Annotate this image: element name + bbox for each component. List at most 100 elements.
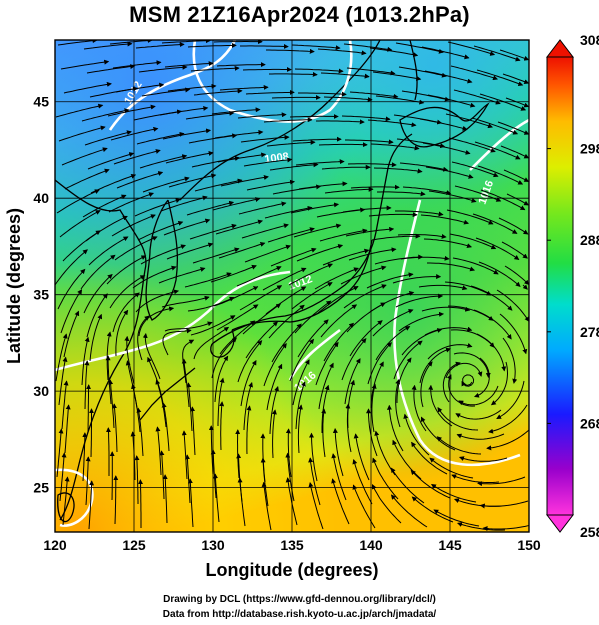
streamline: [476, 69, 524, 87]
streamline: [442, 361, 461, 403]
streamline: [244, 244, 291, 263]
streamline: [161, 402, 170, 452]
streamline: [348, 247, 397, 261]
y-tick-label: 40: [33, 190, 49, 206]
streamline: [505, 97, 529, 108]
streamline: [386, 404, 404, 452]
x-tick-label: 140: [359, 537, 383, 553]
streamline: [317, 286, 359, 314]
streamline: [246, 179, 296, 191]
streamline: [395, 210, 444, 217]
streamline: [64, 168, 110, 190]
streamline: [450, 65, 498, 81]
streamline: [332, 427, 344, 477]
streamline: [187, 478, 194, 528]
streamline: [331, 478, 350, 525]
streamline: [140, 244, 186, 265]
streamline: [56, 428, 64, 478]
streamline: [269, 162, 319, 171]
streamline: [324, 186, 374, 194]
streamline: [212, 473, 220, 523]
x-tick-label: 135: [280, 537, 304, 553]
streamline: [263, 343, 287, 387]
streamline: [242, 303, 282, 335]
streamline: [498, 217, 529, 235]
streamline: [134, 198, 181, 217]
streamline: [239, 285, 283, 311]
colorbar-tick-label: 268: [580, 415, 599, 431]
streamline: [403, 413, 430, 456]
streamline: [318, 142, 368, 148]
streamline: [390, 494, 428, 528]
streamline: [271, 409, 277, 459]
streamline: [135, 289, 180, 313]
x-tick-label: 125: [122, 537, 146, 553]
streamline: [86, 384, 92, 434]
streamline: [161, 295, 210, 308]
streamline: [411, 496, 454, 523]
streamline: [266, 48, 315, 54]
streamline: [271, 94, 321, 100]
streamline: [308, 457, 321, 506]
streamline: [298, 181, 348, 190]
y-tick-label: 45: [33, 94, 49, 110]
streamline: [371, 484, 402, 524]
streamline: [142, 176, 190, 193]
streamline: [246, 405, 252, 455]
y-tick-label: 25: [33, 480, 49, 496]
streamline: [237, 112, 287, 119]
streamline: [294, 300, 332, 334]
streamline: [105, 427, 111, 476]
streamline: [424, 326, 473, 336]
streamline: [289, 338, 315, 382]
streamline: [422, 142, 471, 155]
streamline: [59, 452, 67, 502]
y-tick-label: 30: [33, 383, 49, 399]
streamline: [264, 205, 313, 219]
wind-streamlines: [55, 40, 529, 532]
x-tick-label: 120: [43, 537, 67, 553]
streamline: [81, 108, 130, 122]
streamline: [367, 342, 392, 385]
streamline: [420, 416, 456, 451]
streamline: [340, 265, 387, 285]
streamline: [424, 70, 473, 84]
streamline: [453, 352, 491, 379]
streamline: [373, 167, 423, 174]
streamline: [59, 210, 101, 238]
streamline: [192, 247, 240, 264]
streamline: [237, 477, 246, 527]
streamline: [499, 313, 528, 355]
streamline: [116, 171, 164, 189]
streamline: [58, 356, 68, 406]
streamline: [55, 249, 88, 286]
streamline: [141, 87, 191, 97]
streamline: [165, 150, 214, 164]
streamline: [390, 467, 425, 504]
streamline: [185, 110, 235, 120]
streamline: [108, 192, 154, 213]
streamline: [163, 218, 211, 236]
streamline: [268, 304, 305, 339]
streamline: [88, 480, 95, 530]
streamline: [448, 137, 496, 153]
streamline: [449, 233, 497, 250]
colorbar-tick-label: 308: [580, 32, 599, 48]
streamline: [341, 115, 391, 122]
streamline: [113, 149, 161, 165]
streamline: [295, 159, 345, 166]
streamline: [418, 284, 468, 291]
streamline: [112, 60, 162, 69]
streamline: [190, 315, 236, 336]
streamline: [445, 113, 493, 129]
streamline: [501, 241, 528, 259]
streamline: [315, 341, 339, 386]
streamline: [350, 184, 400, 190]
streamline: [480, 189, 526, 211]
x-tick-label: 145: [438, 537, 462, 553]
streamline: [427, 94, 476, 108]
streamline: [186, 200, 235, 216]
streamline: [136, 407, 144, 457]
streamline: [90, 173, 137, 194]
colorbar-body: [546, 56, 574, 516]
